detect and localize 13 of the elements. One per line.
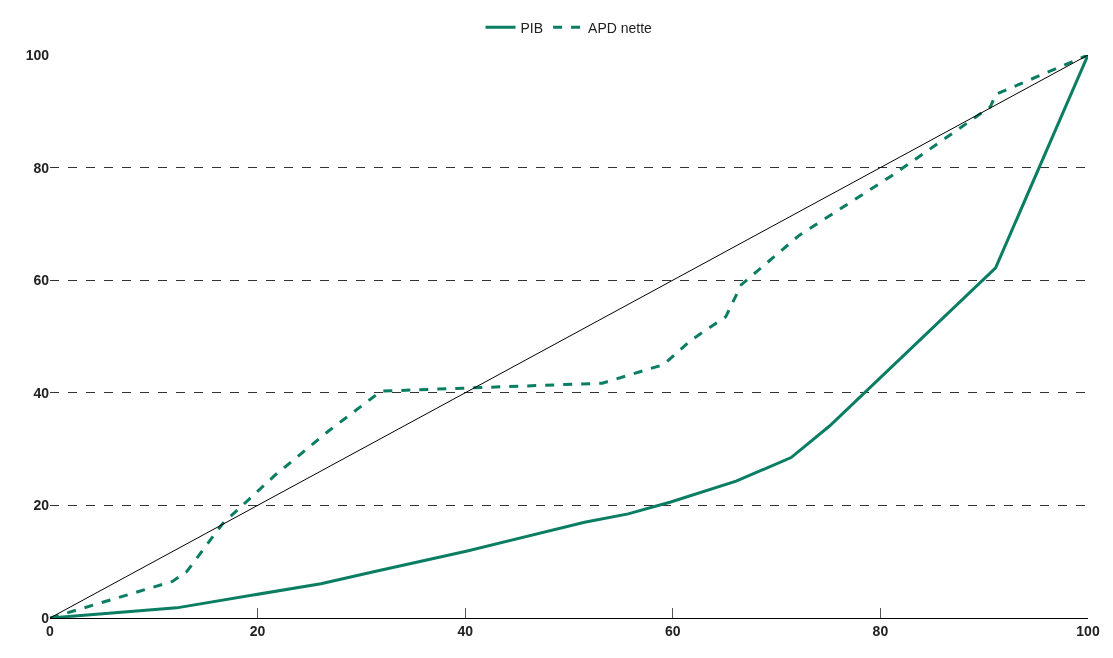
x-tick-label: 100 [1076,622,1100,639]
y-tick-label: 40 [33,384,50,401]
x-tick-label: 20 [249,622,266,639]
legend-label: PIB [520,19,544,36]
x-tick-label: 60 [665,622,681,639]
y-tick-label: 80 [33,159,50,176]
x-tick-label: 80 [872,622,889,639]
y-tick-label: 100 [25,46,50,63]
legend-label: APD nette [588,19,653,36]
y-tick-label: 60 [33,272,50,289]
x-tick-label: 40 [457,622,474,639]
y-tick-label: 20 [33,497,50,514]
y-tick-label: 0 [41,609,50,626]
